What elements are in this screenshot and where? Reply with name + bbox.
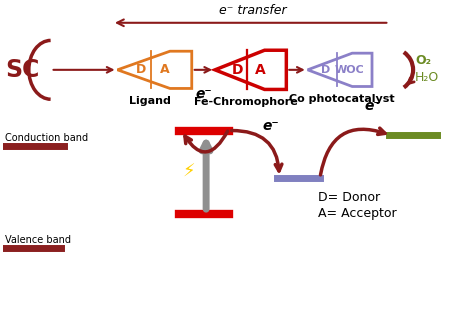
Text: O₂: O₂ <box>415 53 431 67</box>
Text: Co photocatalyst: Co photocatalyst <box>289 94 395 104</box>
Text: D: D <box>232 63 243 77</box>
Text: e⁻: e⁻ <box>262 118 279 133</box>
Text: D= Donor: D= Donor <box>318 191 380 204</box>
Text: e⁻ transfer: e⁻ transfer <box>219 4 287 17</box>
Text: SC: SC <box>6 58 40 82</box>
Text: D: D <box>321 65 330 75</box>
Text: e⁻: e⁻ <box>364 99 381 113</box>
Text: A= Acceptor: A= Acceptor <box>318 207 397 220</box>
Text: e⁻: e⁻ <box>196 87 212 101</box>
Text: H₂O: H₂O <box>415 71 439 84</box>
Text: Conduction band: Conduction band <box>5 133 88 143</box>
Text: Valence band: Valence band <box>5 236 71 245</box>
Text: WOC: WOC <box>335 65 364 75</box>
Text: Fe-Chromophore: Fe-Chromophore <box>194 97 298 107</box>
Text: A: A <box>254 63 265 77</box>
Text: D: D <box>136 63 146 76</box>
Text: A: A <box>160 63 170 76</box>
Text: ⚡: ⚡ <box>183 163 196 181</box>
Text: Ligand: Ligand <box>129 96 171 106</box>
